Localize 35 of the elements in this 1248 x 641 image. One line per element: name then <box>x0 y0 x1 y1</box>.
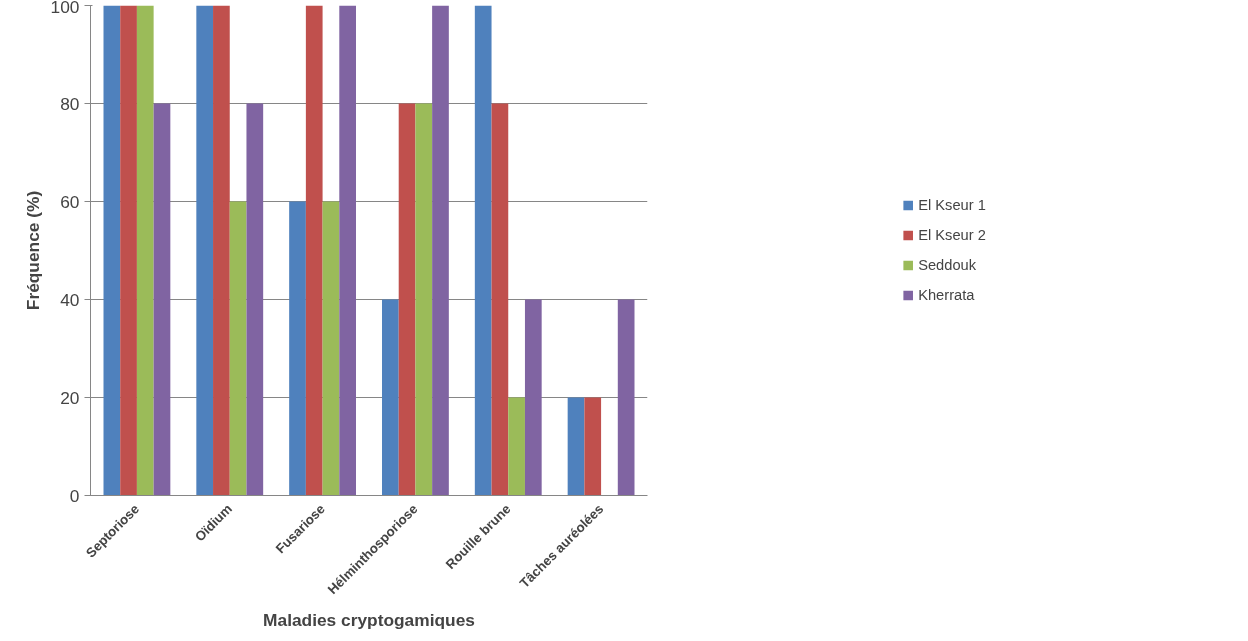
bar <box>398 103 416 496</box>
bar <box>305 5 323 496</box>
bar <box>339 5 356 496</box>
legend-label: El Kseur 1 <box>918 197 986 213</box>
y-tick-label: 0 <box>69 485 80 506</box>
bar <box>246 103 264 496</box>
bar <box>524 299 542 496</box>
y-tick-label: 100 <box>50 0 80 17</box>
bar <box>289 201 306 496</box>
bar <box>213 5 230 496</box>
bar <box>196 5 214 496</box>
bar <box>136 5 154 496</box>
bar <box>508 397 525 496</box>
y-axis-title: Fréquence (%) <box>22 190 43 311</box>
bar <box>584 397 602 496</box>
bar <box>322 201 340 496</box>
bar <box>103 5 121 496</box>
bar <box>415 103 433 496</box>
bar <box>474 5 492 496</box>
bar <box>120 5 137 496</box>
bar <box>567 397 585 496</box>
bar <box>432 5 449 496</box>
bar <box>153 103 171 496</box>
y-tick-label: 60 <box>60 191 80 212</box>
legend-label: El Kseur 2 <box>918 227 986 243</box>
y-tick-label: 40 <box>60 289 80 310</box>
bar <box>382 299 399 496</box>
legend-label: Seddouk <box>918 257 977 273</box>
x-axis-title: Maladies cryptogamiques <box>263 610 475 631</box>
legend-label: Kherrata <box>918 287 975 303</box>
bar <box>617 299 635 496</box>
y-tick-label: 80 <box>60 93 80 114</box>
bar <box>491 103 509 496</box>
y-tick-label: 20 <box>60 387 80 408</box>
bar <box>229 201 247 496</box>
